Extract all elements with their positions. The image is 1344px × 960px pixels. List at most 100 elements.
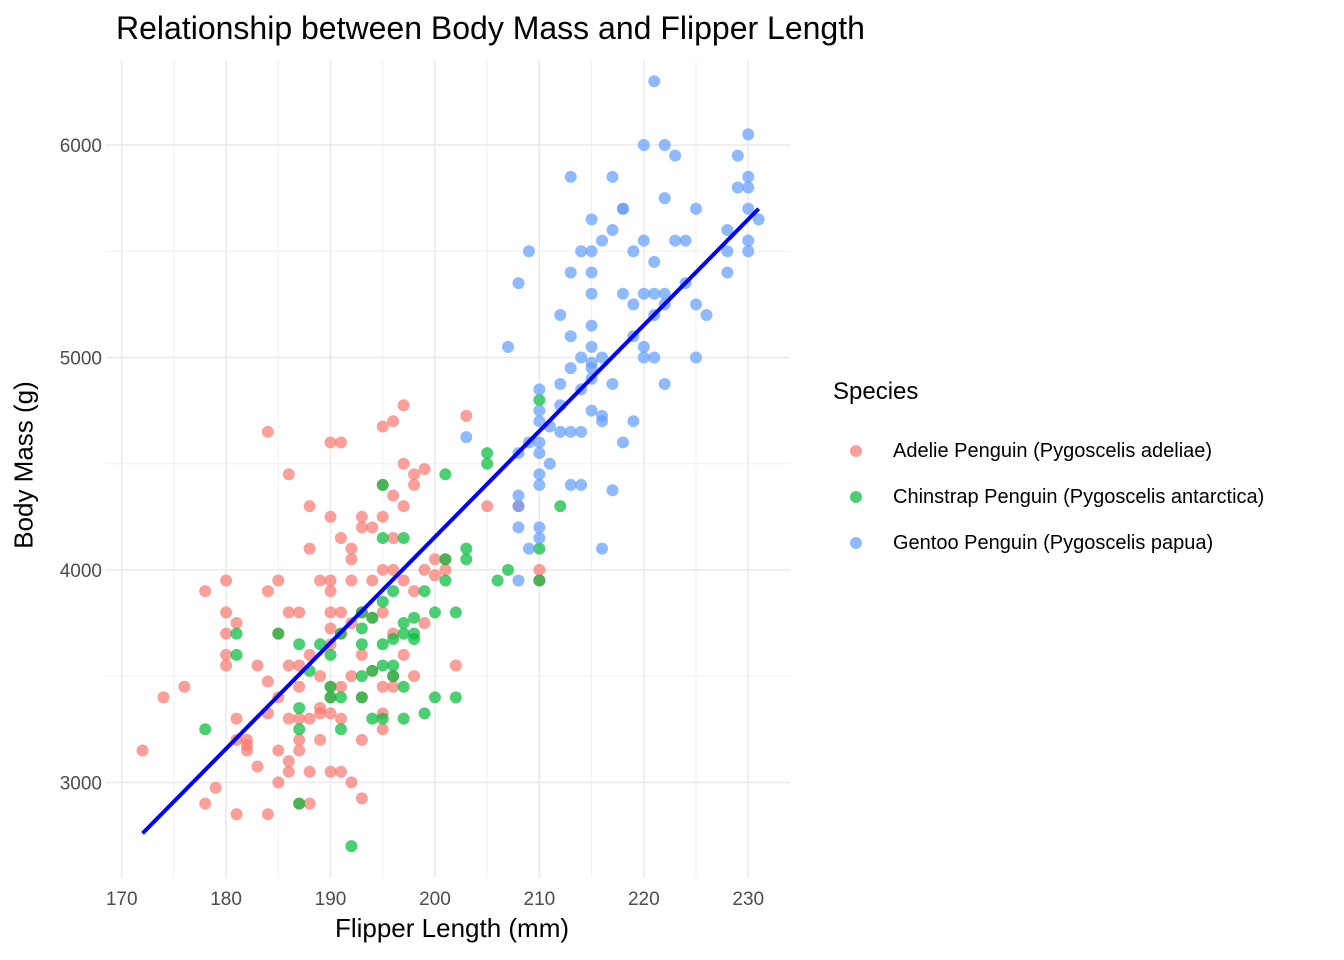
data-point [575,351,588,364]
data-point [585,213,598,226]
data-point [512,489,525,502]
data-point [199,797,212,810]
data-point [366,574,379,587]
data-point [418,463,431,475]
data-point [334,606,347,619]
data-point [251,659,264,672]
legend-dot-icon [850,445,862,457]
data-point [606,223,619,236]
data-point [293,712,306,725]
data-point [658,378,671,391]
data-point [418,707,431,720]
data-point [439,574,452,587]
data-point [324,707,337,720]
data-point [596,351,609,364]
data-point [251,760,264,773]
y-tick-label: 4000 [60,561,102,582]
data-point [533,521,546,534]
data-point [481,457,494,470]
legend-label: Chinstrap Penguin (Pygoscelis antarctica… [893,485,1265,508]
legend-swatch [833,520,879,566]
data-point [387,489,400,502]
data-point [721,245,734,258]
data-point [324,648,337,661]
data-point [418,585,431,598]
legend-item: Chinstrap Penguin (Pygoscelis antarctica… [833,474,1264,520]
data-point [387,632,400,645]
data-point [345,670,358,683]
data-point [376,638,389,651]
legend-title: Species [833,378,919,405]
data-point [596,234,609,247]
data-point [387,415,400,428]
data-point [282,659,295,672]
data-point [449,691,462,704]
data-point [564,266,577,279]
data-point [742,202,755,215]
data-point [648,255,661,268]
data-point [282,765,295,778]
data-point [303,500,316,513]
data-point [596,542,609,555]
data-point [637,340,650,353]
data-point [543,457,556,470]
data-point [355,510,368,523]
data-point [585,362,598,375]
data-point [408,585,421,598]
data-point [376,478,389,491]
data-point [293,606,306,619]
data-point [324,585,337,598]
chart-title: Relationship between Body Mass and Flipp… [116,10,865,46]
data-point [314,733,327,746]
data-point [460,542,473,555]
data-point [397,574,410,587]
data-point [345,840,358,853]
data-point [199,585,212,598]
data-point [585,319,598,332]
data-point [637,234,650,247]
data-point [397,457,410,470]
data-point [648,75,661,88]
data-point [554,500,567,513]
data-point [303,712,316,725]
data-point [178,680,191,693]
data-point [293,638,306,651]
legend-dot-icon [850,491,862,503]
data-point [303,648,316,661]
data-point [752,213,765,226]
data-point [272,776,285,789]
data-point [293,680,306,693]
data-point [293,733,306,746]
data-point [324,574,337,587]
data-point [334,765,347,778]
data-point [334,712,347,725]
data-point [554,378,567,391]
data-point [658,192,671,205]
data-point [355,638,368,651]
legend-item: Adelie Penguin (Pygoscelis adeliae) [833,428,1264,474]
data-point [512,277,525,290]
data-point [658,287,671,300]
legend: Species Adelie Penguin (Pygoscelis adeli… [833,378,1264,566]
data-point [408,478,421,491]
data-point [324,622,337,635]
data-point [533,532,546,545]
data-point [481,500,494,513]
x-tick-label: 200 [419,889,451,910]
data-point [366,521,379,534]
data-point [564,478,577,491]
data-point [648,351,661,364]
data-point [272,574,285,587]
data-point [220,627,233,640]
data-point [293,797,306,810]
data-point [721,223,734,236]
data-point [428,569,441,582]
data-point [439,563,452,576]
data-point [366,712,379,725]
data-point [616,287,629,300]
data-point [261,585,274,598]
y-tick-label: 5000 [60,348,102,369]
data-point [512,500,525,513]
x-tick-label: 210 [524,889,556,910]
